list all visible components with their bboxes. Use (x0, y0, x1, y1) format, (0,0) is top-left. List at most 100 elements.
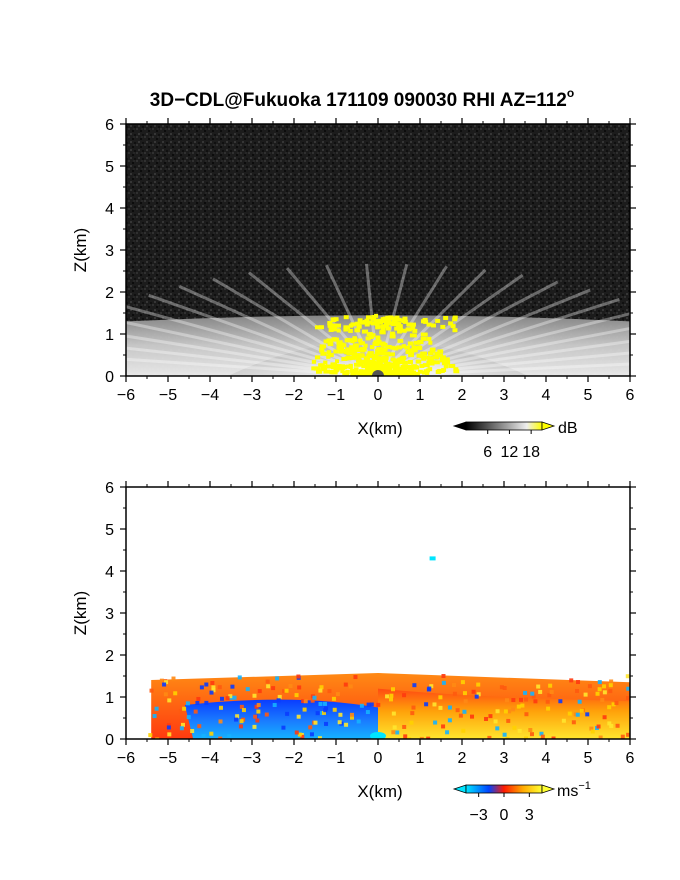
high-signal-cell (344, 338, 351, 343)
high-signal-cell (373, 365, 380, 370)
high-signal-cell (361, 329, 369, 334)
high-signal-cell (363, 355, 371, 360)
velocity-speckle-cell (204, 700, 209, 705)
velocity-speckle-cell (458, 713, 463, 718)
velocity-speckle-cell (484, 716, 489, 721)
high-signal-cell (443, 357, 450, 362)
velocity-speckle-cell (245, 687, 250, 692)
velocity-y-axis-label: Z(km) (71, 591, 90, 635)
high-signal-cell (407, 349, 415, 354)
velocity-speckle-cell (149, 688, 154, 693)
velocity-speckle-cell (533, 699, 538, 704)
velocity-speckle-cell (452, 683, 457, 688)
high-signal-cell (394, 315, 400, 320)
high-signal-cell (407, 359, 413, 364)
velocity-speckle-cell (252, 724, 257, 729)
high-signal-cell (410, 326, 416, 331)
velocity-speckle-cell (199, 685, 204, 690)
high-signal-cell (348, 365, 353, 370)
velocity-speckle-cell (620, 734, 625, 739)
velocity-speckle-cell (447, 705, 452, 710)
high-signal-cell (420, 351, 428, 356)
high-signal-cell (365, 368, 370, 373)
high-signal-cell (409, 333, 417, 338)
high-signal-cell (389, 331, 396, 336)
high-signal-cell (429, 347, 436, 352)
velocity-speckle-cell (441, 673, 446, 678)
velocity-speckle-cell (391, 730, 396, 735)
chart-title: 3D−CDL@Fukuoka 171109 090030 RHI AZ=112o (150, 86, 574, 111)
reflectivity-ray (285, 267, 380, 376)
high-signal-cell (356, 362, 363, 367)
high-signal-cell (385, 344, 392, 349)
x-tick-label: −3 (243, 750, 261, 767)
velocity-speckle-cell (265, 679, 270, 684)
high-signal-cell (327, 352, 334, 357)
velocity-speckle-cell (576, 680, 581, 685)
velocity-speckle-cell (583, 692, 588, 697)
velocity-speckle-cell (179, 726, 184, 731)
velocity-speckle-cell (241, 708, 246, 713)
high-signal-cell (448, 363, 456, 368)
x-tick-label: −4 (201, 387, 219, 404)
high-signal-cell (433, 360, 440, 365)
high-signal-cell (428, 340, 433, 345)
velocity-speckle-cell (441, 724, 446, 729)
reflectivity-colorbar: 6 12 18 dB (452, 420, 578, 461)
velocity-speckle-cell (297, 732, 302, 737)
velocity-origin-marker (370, 732, 386, 739)
velocity-speckle-cell (210, 680, 215, 685)
x-tick-label: 0 (374, 750, 383, 767)
high-signal-cell (404, 345, 410, 350)
high-signal-cell (401, 367, 408, 372)
high-signal-cell (323, 369, 331, 374)
high-signal-cell (388, 369, 393, 374)
velocity-speckle-cell (595, 691, 600, 696)
velocity-speckle-cell (225, 696, 230, 701)
velocity-speckle-cell (294, 693, 299, 698)
colorbar-unit-text: ms (557, 783, 578, 800)
high-signal-cell (401, 344, 406, 349)
high-signal-cell (382, 369, 388, 374)
high-signal-cell (397, 338, 404, 343)
high-signal-cell (326, 350, 332, 355)
velocity-speckle-cell (524, 697, 529, 702)
velocity-speckle-cell (324, 721, 329, 726)
high-signal-cell (374, 322, 380, 327)
velocity-speckle-cell (549, 690, 554, 695)
velocity-speckle-cell (499, 685, 504, 690)
high-signal-cell (443, 315, 449, 320)
velocity-speckle-cell (257, 689, 262, 694)
x-tick-label: 1 (416, 387, 425, 404)
high-signal-cell (405, 349, 411, 354)
high-signal-cell (332, 323, 338, 328)
high-signal-cell (396, 372, 403, 376)
velocity-speckle-cell (185, 701, 190, 706)
high-signal-cell (364, 322, 370, 327)
x-tick-label: −2 (285, 387, 303, 404)
high-signal-cell (452, 315, 458, 320)
colorbar-gradient (465, 784, 543, 794)
velocity-speckle-cell (180, 722, 185, 727)
velocity-speckle-cell (575, 712, 580, 717)
high-signal-cell (434, 351, 440, 356)
high-signal-cell (396, 317, 402, 322)
velocity-speckle-cell (516, 704, 521, 709)
velocity-speckle-cell (163, 692, 168, 697)
high-signal-cell (356, 324, 362, 329)
high-signal-cell (375, 361, 383, 366)
velocity-speckle-cell (551, 736, 556, 739)
velocity-speckle-cell (322, 701, 327, 706)
colorbar-high-arrow (541, 421, 556, 431)
velocity-speckle-cell (540, 734, 545, 739)
high-signal-cell (370, 354, 378, 359)
high-signal-cell (415, 345, 422, 350)
velocity-speckle-cell (547, 693, 552, 698)
high-signal-cell (347, 351, 354, 356)
velocity-speckle-cell (167, 698, 172, 703)
velocity-speckle-cell (359, 703, 364, 708)
velocity-speckle-cell (195, 700, 200, 705)
high-signal-cell (336, 345, 341, 350)
velocity-speckle-cell (395, 730, 400, 735)
